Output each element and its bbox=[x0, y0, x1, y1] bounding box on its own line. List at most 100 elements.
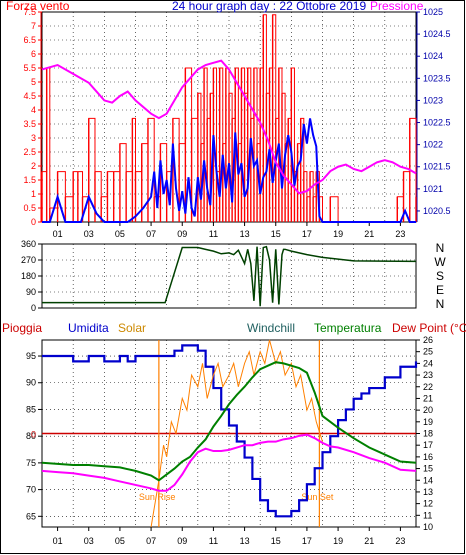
panel1-right-tick-label: 1022.5 bbox=[423, 118, 451, 128]
panel1-left-tick-label: 7 bbox=[31, 21, 36, 31]
panel3-left-tick-label: 95 bbox=[26, 351, 36, 361]
panel3-x-tick-label: 01 bbox=[53, 536, 63, 546]
panel1-x-tick-label: 03 bbox=[84, 229, 94, 239]
panel3-left-tick-label: 90 bbox=[26, 378, 36, 388]
legend-entry: Temperatura bbox=[314, 321, 382, 335]
panel1-right-tick-label: 1024.5 bbox=[423, 29, 451, 39]
panel3-right-tick-label: 26 bbox=[423, 335, 433, 345]
direction-compass-label: N bbox=[436, 241, 445, 255]
legend-entry: Windchill bbox=[247, 321, 295, 335]
panel3-right-tick-label: 11 bbox=[423, 510, 432, 520]
panel3-left-tick-label: 65 bbox=[26, 511, 36, 521]
dewpoint-series-line bbox=[41, 433, 417, 492]
panel1-left-tick-label: 2 bbox=[31, 161, 36, 171]
panel1-left-tick-label: 0 bbox=[31, 217, 36, 227]
panel1-right-tick-label: 1022 bbox=[423, 140, 443, 150]
panel1-left-tick-label: 1 bbox=[31, 189, 36, 199]
panel1-left-tick-label: 4 bbox=[31, 105, 36, 115]
panel1-title: 24 hour graph day : 22 Ottobre 2019 bbox=[172, 0, 366, 13]
panel1-left-tick-label: 3.5 bbox=[23, 119, 36, 129]
panel3-right-tick-label: 23 bbox=[423, 370, 433, 380]
panel1-right-tick-label: 1025 bbox=[423, 7, 443, 17]
panel3-left-tick-label: 80 bbox=[26, 431, 36, 441]
panel1-right-label: Pressione bbox=[370, 0, 424, 13]
panel1-left-tick-label: 6 bbox=[31, 49, 36, 59]
panel3-right-tick-label: 16 bbox=[423, 452, 433, 462]
direction-series-line bbox=[42, 245, 417, 307]
panel3-left-tick-label: 75 bbox=[26, 458, 36, 468]
panel3-right-tick-label: 17 bbox=[423, 440, 433, 450]
panel1-x-tick-label: 11 bbox=[209, 229, 218, 239]
panel3-x-tick-label: 03 bbox=[84, 536, 94, 546]
panel1-x-tick-label: 23 bbox=[395, 229, 405, 239]
panel3-right-tick-label: 22 bbox=[423, 382, 433, 392]
panel1-left-tick-label: 7.5 bbox=[23, 7, 36, 17]
legend-entry: Solar bbox=[118, 321, 146, 335]
panel1-left-label: Forza vento bbox=[6, 0, 70, 13]
panel1-x-tick-label: 01 bbox=[53, 229, 63, 239]
solar-series-line bbox=[150, 339, 323, 528]
panel3-x-tick-label: 13 bbox=[240, 536, 250, 546]
panel3-right-tick-label: 20 bbox=[423, 405, 433, 415]
panel2-left-tick-label: 270 bbox=[21, 255, 36, 265]
panel2-left-tick-label: 90 bbox=[26, 287, 36, 297]
panel1-left-tick-label: 1.5 bbox=[23, 175, 36, 185]
panel3-right-tick-label: 15 bbox=[423, 464, 433, 474]
panel3-right-tick-label: 14 bbox=[423, 475, 433, 485]
legend-entry: Dew Point (°C) bbox=[392, 321, 466, 335]
panel1-right-tick-label: 1020.5 bbox=[423, 206, 451, 216]
panel1-right-tick-label: 1023.5 bbox=[423, 73, 451, 83]
panel3-x-tick-label: 19 bbox=[333, 536, 343, 546]
sunset-label: Sun Set bbox=[301, 492, 334, 502]
panel1-x-tick-label: 09 bbox=[177, 229, 187, 239]
direction-compass-label: S bbox=[436, 269, 444, 283]
humidity-series-line bbox=[42, 344, 418, 518]
panel1-x-tick-label: 19 bbox=[333, 229, 343, 239]
panel1-right-tick-label: 1021 bbox=[423, 184, 443, 194]
panel3-right-tick-label: 13 bbox=[423, 487, 433, 497]
direction-compass-label: W bbox=[434, 255, 446, 269]
wind-series-line bbox=[42, 14, 417, 223]
panel3-left-tick-label: 70 bbox=[26, 485, 36, 495]
sunrise-label: Sun Rise bbox=[139, 492, 176, 502]
panel1-left-tick-label: 5 bbox=[31, 77, 36, 87]
panel3-right-tick-label: 21 bbox=[423, 393, 433, 403]
panel2-left-tick-label: 180 bbox=[21, 271, 36, 281]
direction-compass-label: E bbox=[436, 283, 444, 297]
panel1-left-tick-label: 3 bbox=[31, 133, 36, 143]
panel1-x-tick-label: 07 bbox=[146, 229, 156, 239]
panel1-x-tick-label: 15 bbox=[271, 229, 281, 239]
panel2-left-tick-label: 360 bbox=[21, 239, 36, 249]
panel1-right-tick-label: 1021.5 bbox=[423, 162, 451, 172]
legend-entry: Umidita bbox=[68, 321, 109, 335]
panel1-right-tick-label: 1023 bbox=[423, 95, 443, 105]
panel3-x-tick-label: 07 bbox=[146, 536, 156, 546]
panel3-left-tick-label: 85 bbox=[26, 404, 36, 414]
panel3-right-tick-label: 18 bbox=[423, 429, 433, 439]
panel3-x-tick-label: 05 bbox=[115, 536, 125, 546]
panel1-right-tick-label: 1024 bbox=[423, 51, 443, 61]
panel3-x-tick-label: 23 bbox=[395, 536, 405, 546]
panel3-right-tick-label: 19 bbox=[423, 417, 433, 427]
panel3-x-tick-label: 15 bbox=[271, 536, 281, 546]
panel1-x-tick-label: 17 bbox=[302, 229, 312, 239]
panel3-right-tick-label: 25 bbox=[423, 347, 433, 357]
panel1-left-tick-label: 6.5 bbox=[23, 35, 36, 45]
legend-entry: Pioggia bbox=[2, 321, 42, 335]
direction-compass-label: N bbox=[436, 297, 445, 311]
panel2-left-tick-label: 0 bbox=[31, 303, 36, 313]
panel3-x-tick-label: 09 bbox=[177, 536, 187, 546]
temperature-series-line bbox=[41, 361, 417, 482]
panel1-x-tick-label: 13 bbox=[240, 229, 250, 239]
panel1-x-tick-label: 05 bbox=[115, 229, 125, 239]
gust-series-line bbox=[42, 118, 416, 223]
panel3-x-tick-label: 17 bbox=[302, 536, 312, 546]
panel1-x-tick-label: 21 bbox=[364, 229, 374, 239]
panel1-left-tick-label: 2.5 bbox=[23, 147, 36, 157]
panel3-x-tick-label: 11 bbox=[209, 536, 218, 546]
rain-line-label: 0 bbox=[31, 430, 36, 440]
panel3-right-tick-label: 10 bbox=[423, 522, 433, 532]
panel1-left-tick-label: 0.5 bbox=[23, 203, 36, 213]
